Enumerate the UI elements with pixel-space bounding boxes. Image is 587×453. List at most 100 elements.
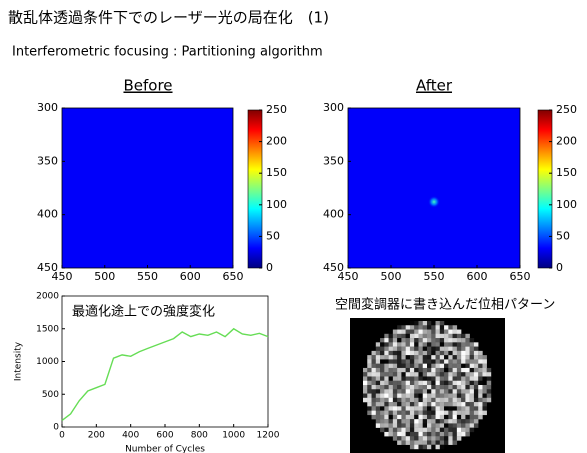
pattern-pixel: [405, 393, 411, 398]
pattern-pixel: [409, 444, 415, 450]
pattern-pixel: [452, 389, 458, 394]
pattern-pixel: [461, 410, 466, 416]
pattern-pixel: [444, 342, 449, 347]
pattern-pixel: [380, 350, 385, 356]
pattern-pixel: [409, 402, 415, 407]
pattern-pixel: [478, 367, 483, 373]
pattern-pixel: [431, 372, 436, 377]
pattern-pixel: [405, 338, 411, 343]
pattern-pixel: [384, 385, 389, 390]
pattern-pixel: [380, 385, 385, 390]
pattern-pixel: [401, 325, 406, 330]
pattern-pixel: [461, 363, 466, 369]
pattern-pixel: [439, 333, 445, 339]
pattern-pixel: [418, 444, 423, 450]
pattern-pixel: [384, 380, 389, 386]
pattern-pixel: [405, 376, 411, 381]
pattern-pixel: [375, 367, 381, 373]
pattern-pixel: [418, 440, 423, 445]
x-tick-label: 450: [338, 270, 359, 283]
pattern-pixel: [469, 397, 475, 403]
pattern-pixel: [388, 372, 394, 377]
pattern-pixel: [431, 346, 436, 352]
pattern-pixel: [418, 436, 423, 441]
pattern-pixel: [422, 440, 428, 445]
pattern-pixel: [439, 363, 445, 369]
pattern-pixel: [439, 423, 445, 428]
pattern-pixel: [422, 355, 428, 360]
pattern-pixel: [452, 440, 458, 445]
pattern-pixel: [448, 410, 453, 416]
pattern-pixel: [422, 380, 428, 386]
pattern-pixel: [414, 402, 419, 407]
pattern-pixel: [414, 329, 419, 334]
pattern-pixel: [461, 359, 466, 364]
pattern-pixel: [405, 359, 411, 364]
pattern-pixel: [401, 440, 406, 445]
pattern-pixel: [444, 380, 449, 386]
pattern-pixel: [444, 333, 449, 339]
pattern-pixel: [435, 431, 440, 437]
pattern-pixel: [367, 363, 372, 369]
pattern-pixel: [435, 363, 440, 369]
pattern-pixel: [431, 350, 436, 356]
pattern-pixel: [388, 385, 394, 390]
pattern-pixel: [452, 350, 458, 356]
pattern-pixel: [414, 406, 419, 411]
y-tick-label: 1000: [36, 357, 59, 367]
pattern-pixel: [435, 380, 440, 386]
pattern-pixel: [444, 393, 449, 398]
pattern-pixel: [452, 423, 458, 428]
pattern-pixel: [392, 376, 398, 381]
pattern-pixel: [401, 367, 406, 373]
pattern-pixel: [380, 414, 385, 420]
pattern-pixel: [418, 338, 423, 343]
pattern-pixel: [456, 333, 462, 339]
pattern-pixel: [388, 363, 394, 369]
pattern-pixel: [431, 431, 436, 437]
pattern-pixel: [392, 402, 398, 407]
pattern-pixel: [473, 346, 479, 352]
pattern-pixel: [409, 410, 415, 416]
pattern-pixel: [469, 342, 475, 347]
pattern-pixel: [414, 321, 419, 326]
pattern-pixel: [409, 321, 415, 326]
pattern-pixel: [444, 385, 449, 390]
pattern-pixel: [414, 338, 419, 343]
pattern-pixel: [405, 333, 411, 339]
pattern-pixel: [384, 414, 389, 420]
y-tick-label: 1500: [36, 324, 59, 334]
pattern-pixel: [452, 410, 458, 416]
pattern-pixel: [469, 346, 475, 352]
pattern-pixel: [465, 427, 470, 433]
pattern-pixel: [405, 436, 411, 441]
pattern-pixel: [409, 423, 415, 428]
pattern-pixel: [461, 393, 466, 398]
pattern-pixel: [392, 363, 398, 369]
pattern-pixel: [465, 367, 470, 373]
pattern-pixel: [397, 440, 402, 445]
pattern-pixel: [427, 410, 432, 416]
pattern-pixel: [384, 342, 389, 347]
pattern-pixel: [439, 385, 445, 390]
pattern-pixel: [397, 393, 402, 398]
pattern-pixel: [392, 406, 398, 411]
pattern-pixel: [435, 355, 440, 360]
pattern-pixel: [371, 367, 376, 373]
pattern-pixel: [409, 355, 415, 360]
pattern-pixel: [444, 402, 449, 407]
y-tick-label: 450: [323, 261, 344, 274]
pattern-pixel: [482, 389, 487, 394]
pattern-pixel: [388, 406, 394, 411]
pattern-pixel: [478, 397, 483, 403]
colorbar-tick-label: 150: [266, 166, 287, 179]
pattern-pixel: [418, 380, 423, 386]
pattern-pixel: [405, 346, 411, 352]
y-tick-label: 300: [323, 101, 344, 114]
pattern-pixel: [482, 397, 487, 403]
pattern-pixel: [409, 406, 415, 411]
colorbar-tick-label: 250: [556, 103, 577, 116]
pattern-pixel: [465, 397, 470, 403]
pattern-pixel: [388, 367, 394, 373]
pattern-pixel: [388, 380, 394, 386]
